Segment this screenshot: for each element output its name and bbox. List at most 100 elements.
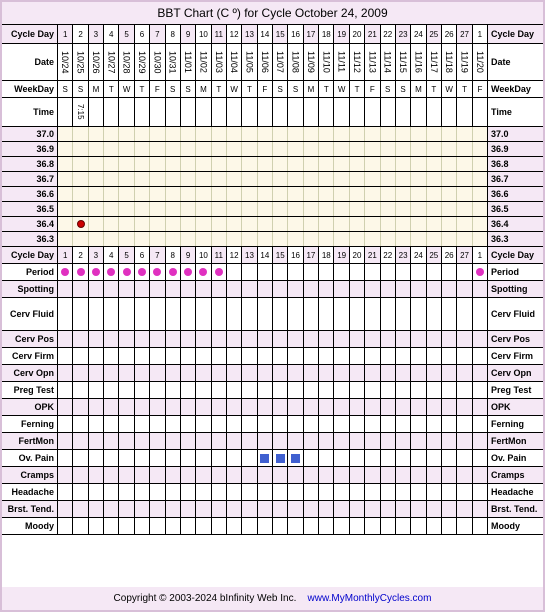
grid-cell: [273, 382, 288, 398]
chart-title: BBT Chart (C º) for Cycle October 24, 20…: [2, 2, 543, 24]
grid-cell: [334, 187, 349, 201]
grid-cell: [135, 518, 150, 534]
grid-cell: [212, 264, 227, 280]
grid-cell: 6: [135, 247, 150, 263]
grid-cell: [273, 467, 288, 483]
row-label-left: Headache: [2, 484, 58, 500]
grid-cell: [427, 433, 442, 449]
grid-cell: [427, 172, 442, 186]
grid-cell: [135, 501, 150, 517]
grid-cell: [396, 399, 411, 415]
grid-cell: [473, 433, 487, 449]
grid-cell: [212, 298, 227, 330]
grid-cell: [212, 331, 227, 347]
grid-cell: [150, 172, 165, 186]
grid-cell: [457, 416, 472, 432]
grid-cell: [396, 98, 411, 126]
grid-cell: [119, 365, 134, 381]
grid-cell: [442, 172, 457, 186]
row-label-left: Date: [2, 44, 58, 80]
grid-cell: [288, 348, 303, 364]
grid-cell: [319, 518, 334, 534]
grid-cell: 7: [150, 25, 165, 43]
grid-cell: [212, 172, 227, 186]
grid-cell: 17: [304, 247, 319, 263]
grid-cell: 11: [212, 247, 227, 263]
grid-cell: [442, 187, 457, 201]
grid-cell: 18: [319, 25, 334, 43]
grid-cell: [350, 298, 365, 330]
grid-cell: [181, 501, 196, 517]
grid-cell: [73, 187, 88, 201]
grid-cell: [473, 331, 487, 347]
grid-cell: [304, 202, 319, 216]
grid-cell: [73, 416, 88, 432]
grid-cell: [104, 202, 119, 216]
grid-cell: [350, 232, 365, 246]
grid-cell: [334, 382, 349, 398]
grid-cell: [273, 202, 288, 216]
grid-cell: [73, 298, 88, 330]
grid-cell: [304, 187, 319, 201]
grid-cell: [442, 484, 457, 500]
grid-cell: S: [381, 81, 396, 97]
grid-cell: 11/07: [273, 44, 288, 80]
grid-cell: [365, 202, 380, 216]
grid-cell: [196, 467, 211, 483]
period-dot: [138, 268, 146, 276]
grid-cell: 23: [396, 247, 411, 263]
grid-cell: [196, 202, 211, 216]
grid-cell: 10/28: [119, 44, 134, 80]
grid-cell: S: [166, 81, 181, 97]
grid-cell: [442, 382, 457, 398]
grid-cell: 11/01: [181, 44, 196, 80]
grid-cell: [319, 331, 334, 347]
grid-cell: [473, 382, 487, 398]
grid-cell: [58, 281, 73, 297]
grid-cell: 4: [104, 247, 119, 263]
grid-cell: M: [89, 81, 104, 97]
grid-cell: [119, 518, 134, 534]
grid-cell: 26: [442, 25, 457, 43]
grid-cell: [288, 232, 303, 246]
row-label-right: Time: [487, 98, 543, 126]
grid-cell: [427, 348, 442, 364]
grid-cell: 14: [258, 247, 273, 263]
row-label-right: Headache: [487, 484, 543, 500]
grid-cell: [396, 331, 411, 347]
grid-cell: F: [150, 81, 165, 97]
row-label-left: OPK: [2, 399, 58, 415]
grid-cell: [104, 433, 119, 449]
grid-cell: 11/13: [365, 44, 380, 80]
grid-cell: [411, 450, 426, 466]
grid-cell: [58, 232, 73, 246]
grid-cell: [166, 484, 181, 500]
grid-cell: [442, 217, 457, 231]
grid-cell: [227, 202, 242, 216]
grid-cell: [365, 172, 380, 186]
grid-cell: [381, 157, 396, 171]
grid-cell: [288, 331, 303, 347]
grid-cell: [457, 264, 472, 280]
grid-cell: [288, 416, 303, 432]
site-link[interactable]: www.MyMonthlyCycles.com: [308, 593, 432, 604]
row-label-right: Brst. Tend.: [487, 501, 543, 517]
grid-cell: [411, 187, 426, 201]
row-label-left: Cycle Day: [2, 25, 58, 43]
row-label-right: Date: [487, 44, 543, 80]
grid-cell: [273, 232, 288, 246]
grid-cell: 11/02: [196, 44, 211, 80]
grid-cell: [273, 399, 288, 415]
grid-cell: 10/24: [58, 44, 73, 80]
grid-cell: [73, 281, 88, 297]
grid-cell: [89, 501, 104, 517]
grid-cell: 11/18: [442, 44, 457, 80]
grid-cell: [396, 202, 411, 216]
grid-cell: [288, 264, 303, 280]
grid-cell: [166, 157, 181, 171]
grid-cell: [242, 467, 257, 483]
grid-cell: [196, 399, 211, 415]
grid-cell: [181, 172, 196, 186]
grid-cell: [427, 518, 442, 534]
grid-cell: 11/11: [334, 44, 349, 80]
